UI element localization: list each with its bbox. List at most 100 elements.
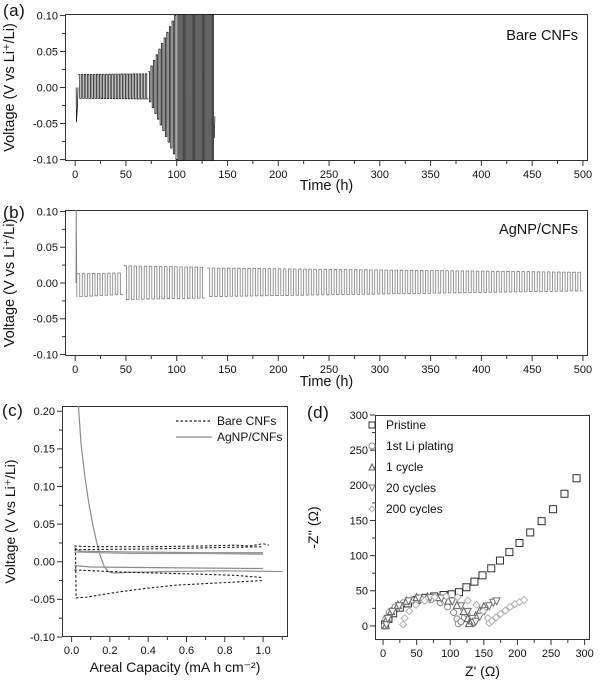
diamond-marker — [501, 606, 510, 615]
x-tick-label: 0 — [72, 169, 78, 181]
x-tick-label: 100 — [168, 364, 186, 376]
axis-ticks — [370, 414, 586, 645]
sample-annotation: Bare CNFs — [506, 28, 578, 44]
triangle-down-marker — [382, 621, 391, 630]
square-marker — [526, 528, 535, 537]
triangle-down-marker — [484, 602, 494, 611]
y-axis-label: Voltage (V vs Li⁺/Li) — [2, 23, 18, 152]
diamond-marker — [405, 606, 414, 616]
triangle-down-marker — [404, 597, 413, 606]
series-agnp-stripping-plateau-1 — [74, 546, 264, 554]
y-tick-label: 0.05 — [37, 46, 58, 58]
series-agnp-cnfs-voltage — [75, 210, 583, 300]
diamond-marker — [519, 595, 529, 605]
triangle-down-marker — [368, 484, 376, 493]
circle-marker — [368, 442, 376, 450]
x-axis-label: Z' (Ω) — [465, 663, 500, 679]
series-layer — [74, 406, 283, 599]
axis-ticks — [57, 410, 283, 642]
diamond-marker — [472, 600, 481, 610]
diamond-marker — [491, 613, 501, 622]
y-tick-label: 0.10 — [34, 481, 55, 493]
triangle-down-marker — [492, 597, 501, 606]
y-tick-label: 0.05 — [37, 242, 58, 254]
legend-label: 200 cycles — [386, 502, 443, 516]
legend: Bare CNFs AgNP/CNFs — [176, 414, 282, 444]
square-marker — [462, 583, 471, 592]
square-marker — [478, 571, 487, 580]
y-tick-label: 0.10 — [37, 206, 58, 218]
x-tick-label: 0.2 — [102, 645, 117, 657]
triangle-down-marker — [447, 597, 457, 606]
x-axis-label: Areal Capacity (mA h cm⁻²) — [90, 659, 261, 675]
series-agnp-plating-plateau — [74, 564, 264, 570]
series-bare-stripping-plateau-1 — [74, 543, 269, 548]
x-axis-label: Time (h) — [300, 178, 353, 194]
x-tick-label: 1.0 — [255, 645, 270, 657]
diamond-marker — [430, 592, 440, 602]
diamond-marker — [453, 592, 462, 602]
x-tick-label: 0 — [380, 648, 386, 660]
panel-b-letter: (b) — [3, 203, 26, 222]
legend-label: 1st Li plating — [386, 439, 453, 453]
y-tick-label: 0.10 — [37, 10, 58, 22]
triangle-down-marker — [463, 607, 473, 617]
square-marker — [515, 538, 524, 547]
x-tick-label: 0 — [72, 364, 78, 376]
triangle-down-marker — [456, 602, 466, 611]
series-bare-plating-plateau — [74, 569, 264, 579]
x-tick-label: 200 — [508, 648, 526, 660]
y-tick-label: 0.05 — [34, 519, 55, 531]
x-tick-label: 150 — [218, 364, 236, 376]
legend-label: AgNP/CNFs — [217, 430, 282, 444]
series-agnp-1st-plating — [77, 406, 283, 574]
series-layer — [75, 14, 216, 161]
square-marker — [572, 474, 581, 483]
y-tick-label: 0.15 — [34, 444, 55, 456]
plot-frame — [375, 415, 590, 640]
x-tick-label: 150 — [475, 648, 493, 660]
triangle-down-marker — [414, 594, 423, 604]
x-tick-label: 500 — [574, 169, 592, 181]
square-marker — [470, 577, 479, 586]
panel-c-chart: 0.0 0.2 0.4 0.6 0.8 1.0 -0.10 -0.05 0.00 0.05 0.10… — [2, 406, 288, 675]
axis-ticks — [60, 14, 584, 166]
y-tick-label: -0.05 — [30, 594, 55, 606]
x-tick-label: 0.8 — [217, 645, 232, 657]
panel-d-letter: (d) — [307, 403, 330, 422]
y-tick-label: 0 — [362, 621, 368, 633]
x-tick-label: 50 — [120, 169, 132, 181]
x-tick-label: 350 — [421, 364, 439, 376]
diamond-marker — [399, 620, 408, 629]
panel-c: (c) 0.0 0.2 0.4 0.6 0.8 1.0 -0.10 -0.05 0.00 0.05… — [0, 392, 300, 688]
y-axis-label: Voltage (V vs Li⁺/Li) — [2, 459, 18, 583]
y-tick-label: 200 — [350, 480, 368, 492]
series-layer — [380, 474, 581, 630]
diamond-marker — [400, 613, 409, 623]
y-tick-label: -0.10 — [33, 154, 58, 166]
legend: Pristine 1st Li plating 1 cycle 20 cycles 20… — [368, 418, 453, 516]
panel-b: (b) 0 50 100 150 200 250 300 350 400 450 500 -0.10 -… — [0, 196, 600, 392]
y-axis-label: -Z'' (Ω) — [305, 506, 321, 548]
square-marker — [549, 505, 558, 514]
x-tick-label: 200 — [269, 169, 287, 181]
axis-ticks — [60, 210, 584, 361]
panel-b-chart: 0 50 100 150 200 250 300 350 400 450 500 -0.10 -0.05… — [2, 206, 592, 390]
y-tick-label: -0.05 — [33, 118, 58, 130]
x-tick-label: 100 — [441, 648, 459, 660]
series-bare-stripping-plateau-2 — [74, 546, 264, 551]
diamond-marker — [478, 606, 488, 616]
x-tick-label: 50 — [411, 648, 423, 660]
series-pristine — [381, 474, 581, 629]
y-tick-label: 0.00 — [34, 557, 55, 569]
series-20-cycles — [382, 593, 501, 630]
x-tick-label: 450 — [523, 169, 541, 181]
sample-annotation: AgNP/CNFs — [499, 222, 578, 238]
y-tick-label: 0.00 — [37, 278, 58, 290]
x-tick-label: 200 — [269, 364, 287, 376]
legend-label: Bare CNFs — [217, 414, 276, 428]
triangle-down-marker — [471, 617, 481, 627]
square-marker — [505, 548, 514, 557]
series-bare-cnfs-voltage — [75, 14, 216, 161]
y-tick-label: 50 — [356, 586, 368, 598]
